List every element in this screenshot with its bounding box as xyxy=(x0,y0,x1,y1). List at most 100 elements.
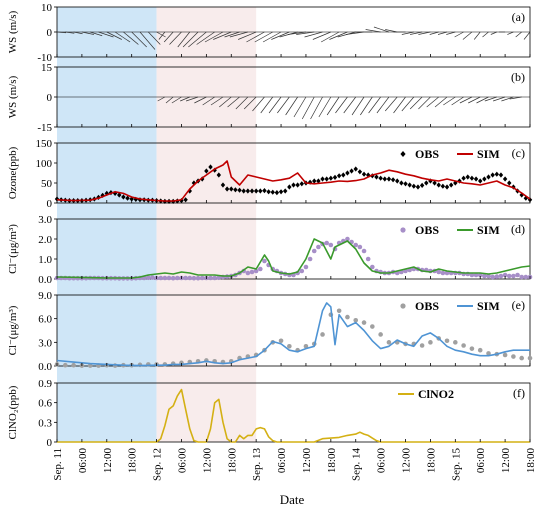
panel-d: 0.0 1.0 2.0 3.0 Cl⁻(μg/m³) (d) OBS SIM xyxy=(7,214,533,286)
panel-d-obs-point xyxy=(436,269,442,275)
panel-a-wind-vector xyxy=(296,31,315,35)
panel-c-obs-point xyxy=(312,178,317,184)
panel-d-ytick-label: 2.0 xyxy=(38,234,52,246)
panel-d-obs-point xyxy=(187,275,193,281)
panel-c-obs-point xyxy=(274,190,280,196)
panel-d-ytick-label: 3.0 xyxy=(38,214,52,226)
panel-d-obs-point xyxy=(498,273,504,279)
panel-b-wind-vector xyxy=(409,96,423,110)
panel-e-obs-point xyxy=(62,362,68,368)
x-axis-title: Date xyxy=(280,492,305,507)
panel-d-obs-point xyxy=(316,244,321,250)
panel-f-ylabel: ClNO₂(ppb) xyxy=(7,385,19,439)
panel-c-obs-point xyxy=(419,182,425,188)
panel-b-wind-vector xyxy=(501,96,514,102)
x-tick-label: Sep. 13 xyxy=(251,448,263,482)
panel-c-obs-point xyxy=(237,187,242,193)
panel-d-obs-point xyxy=(262,258,267,264)
panel-a-wind-vector xyxy=(182,31,199,48)
panel-b-wind-vector xyxy=(401,96,415,112)
panel-c-obs-point xyxy=(249,188,255,194)
panel-c-obs-point xyxy=(357,169,363,175)
panel-b-wind-vector xyxy=(185,96,199,102)
panel-d-obs-point xyxy=(515,272,520,278)
panel-c-frame xyxy=(56,142,531,204)
panel-b-wind-vector xyxy=(227,96,240,108)
panel-a-wind-vector xyxy=(287,31,306,35)
panel-a-ytick-label: -10 xyxy=(37,52,52,64)
panel-c-obs-point xyxy=(117,192,122,198)
panel-c-obs-point xyxy=(469,175,475,181)
panel-e-obs-point xyxy=(527,355,533,361)
panel-c-obs-point xyxy=(461,175,466,181)
panel-d-obs-point xyxy=(311,248,317,254)
panel-a-wind-vector xyxy=(515,31,522,38)
panel-a-wind-vector xyxy=(490,31,497,35)
panel-d-obs-point xyxy=(473,272,479,278)
panel-c-obs-point xyxy=(432,180,437,186)
panel-c-obs-point xyxy=(349,168,354,174)
panel-d-obs-point xyxy=(328,242,334,248)
panel-d-legend: OBS SIM xyxy=(400,223,500,237)
panel-a-wind-vector xyxy=(312,31,331,40)
panel-d-obs-point xyxy=(191,275,197,281)
panel-f-legend: ClNO2 xyxy=(398,387,454,401)
panel-e-legend-label: OBS xyxy=(415,299,439,313)
panel-a-wind-vector xyxy=(213,31,232,40)
panel-a-wind-vector xyxy=(246,31,265,43)
panel-c-obs-point xyxy=(245,188,251,194)
x-tick-label: 18:00 xyxy=(226,448,238,474)
panel-d-obs-point xyxy=(183,275,188,281)
panel-a-wind-vector xyxy=(204,31,224,43)
panel-e-obs-point xyxy=(320,332,325,337)
panel-a-wind-vector xyxy=(262,31,282,43)
panel-b-wind-vector xyxy=(492,96,506,102)
panel-d-ylabel: Cl⁻(μg/m³) xyxy=(7,224,19,274)
x-tick-label: 18:00 xyxy=(525,448,535,474)
panel-e-frame xyxy=(56,294,531,367)
panel-c-obs-point xyxy=(216,172,222,178)
background-layer xyxy=(57,7,257,442)
panel-a-wind-vector xyxy=(429,31,439,35)
panel-a-wind-vector xyxy=(238,31,257,40)
panel-e-ytick-label: 3.0 xyxy=(38,337,52,349)
panel-c-ytick-label: 150 xyxy=(36,138,53,150)
panel-c-obs-point xyxy=(353,166,358,172)
panel-e-obs-point xyxy=(444,338,450,344)
panel-e-obs-point xyxy=(370,324,375,329)
panel-b-wind-vector xyxy=(260,96,274,114)
panel-a-label: (a) xyxy=(512,10,525,24)
panel-f-ytick-label: 0 xyxy=(47,437,53,449)
panel-b-wind-vector xyxy=(219,96,232,108)
panel-d-obs-point xyxy=(357,244,363,250)
panel-b-wind-vector xyxy=(376,96,390,114)
panel-b-wind-vector xyxy=(335,96,348,114)
panel-c-legend-swatch xyxy=(400,151,406,157)
panel-c-obs-point xyxy=(486,174,491,180)
panel-c-ytick-label: 100 xyxy=(36,158,53,170)
panel-e-legend: OBS SIM xyxy=(400,299,500,313)
panel-e-obs-point xyxy=(453,340,458,345)
panel-b-wind-vector xyxy=(484,96,497,102)
panel-d-obs-point xyxy=(494,274,500,279)
panel-b-wind-vector xyxy=(384,96,398,112)
panel-c-obs-point xyxy=(403,181,408,187)
panel-c-obs-point xyxy=(407,182,412,188)
panel-e-obs-point xyxy=(71,362,76,368)
panel-b-wind-vector xyxy=(351,96,365,116)
panel-a-wind-vector xyxy=(418,31,431,35)
panel-d-obs-point xyxy=(166,275,172,281)
panel-a-wind-vector xyxy=(446,31,456,35)
panel-c-obs-point xyxy=(523,195,529,201)
panel-a-ytick-label: 0 xyxy=(47,27,53,39)
panel-a-wind-vector xyxy=(139,31,156,50)
panel-c-obs-point xyxy=(448,182,454,188)
panel-b-wind-vector xyxy=(368,96,381,114)
panel-a-wind-vector xyxy=(373,26,390,33)
panel-d-obs-point xyxy=(212,275,217,281)
panel-b-wind-vector xyxy=(310,96,323,120)
panel-f-label: (f) xyxy=(513,386,525,400)
panel-c-obs-point xyxy=(191,180,197,186)
panel-a: 10 0 -10 WS (m/s) (a) xyxy=(7,2,531,64)
panel-d-obs-point xyxy=(523,274,529,280)
